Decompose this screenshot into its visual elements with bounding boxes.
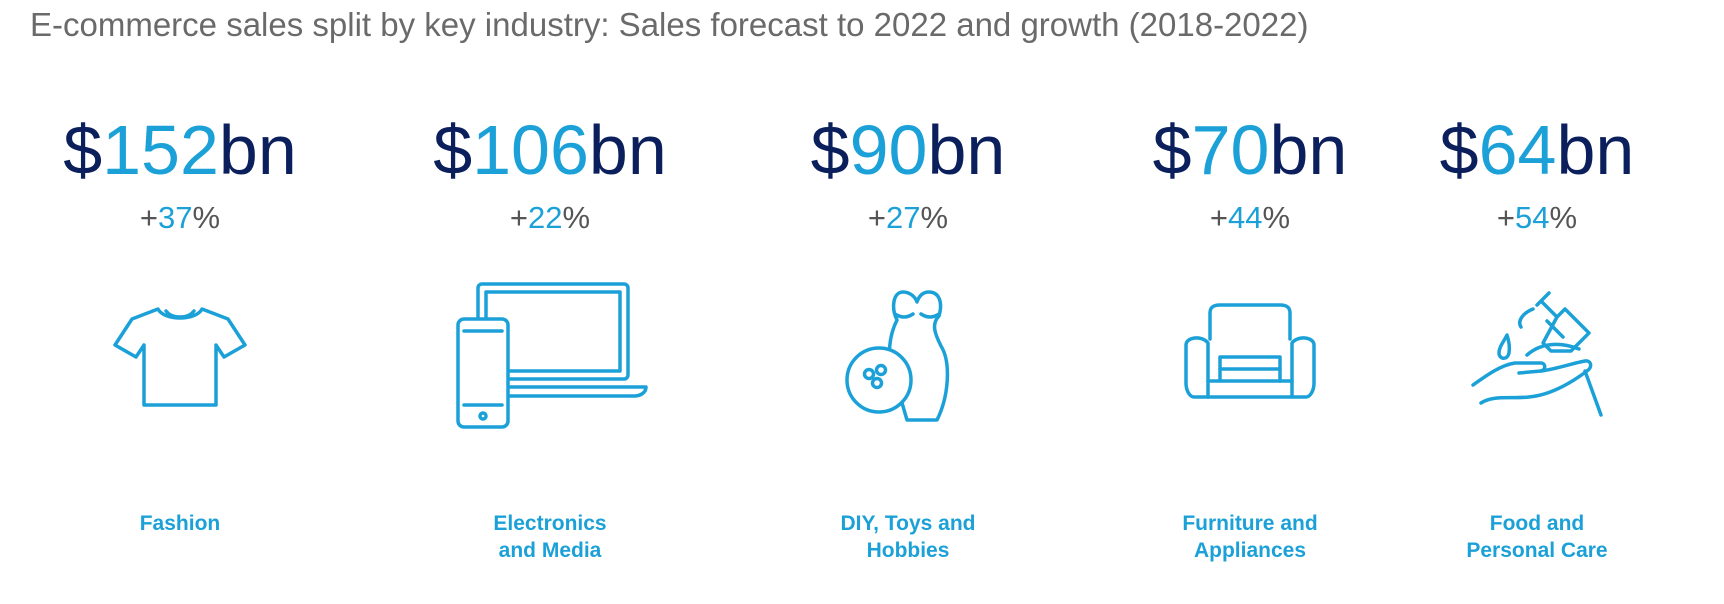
growth-prefix: + [1209,200,1229,235]
sales-amount: $64bn [1440,110,1635,190]
sales-unit: bn [927,111,1006,189]
t-shirt-icon [80,276,280,436]
growth-unit: % [1262,200,1291,235]
sales-prefix: $ [63,111,103,189]
sales-unit: bn [218,111,297,189]
growth-unit: % [192,200,221,235]
sales-value: 64 [1478,111,1557,189]
sales-value: 152 [102,111,219,189]
sales-unit: bn [1269,111,1348,189]
growth-unit: % [920,200,949,235]
category-label-diy-toys: DIY, Toys and Hobbies [840,512,976,562]
sales-value: 106 [472,111,589,189]
armchair-icon [1150,276,1350,436]
sales-prefix: $ [433,111,473,189]
industry-column-electronics: $106bn +22% [370,110,730,436]
growth-prefix: + [139,200,159,235]
growth-prefix: + [509,200,529,235]
sales-amount: $106bn [433,110,667,190]
sales-value: 90 [849,111,928,189]
chart-title: E-commerce sales split by key industry: … [30,6,1309,43]
sales-unit: bn [1556,111,1635,189]
growth-value: 27 [886,200,921,235]
category-label-food-care: Food and Personal Care [1466,512,1608,562]
growth-rate: +22% [510,200,590,236]
sales-amount: $90bn [811,110,1006,190]
growth-rate: +37% [140,200,220,236]
growth-value: 37 [158,200,193,235]
growth-unit: % [562,200,591,235]
sales-value: 70 [1191,111,1270,189]
industry-column-furniture: $70bn +44% [1070,110,1430,436]
growth-prefix: + [1496,200,1516,235]
category-label-furniture: Furniture and Appliances [1182,512,1318,562]
laptop-phone-icon [450,276,650,436]
growth-rate: +27% [868,200,948,236]
bowling-icon [808,276,1008,436]
growth-value: 54 [1515,200,1550,235]
sales-prefix: $ [1439,111,1479,189]
sales-amount: $70bn [1153,110,1348,190]
category-label-electronics: Electronics and Media [493,512,607,562]
sales-unit: bn [588,111,667,189]
growth-prefix: + [867,200,887,235]
growth-unit: % [1549,200,1578,235]
sales-prefix: $ [810,111,850,189]
category-label-fashion: Fashion [139,512,221,535]
growth-value: 44 [1228,200,1263,235]
growth-rate: +54% [1497,200,1577,236]
industry-column-diy-toys: $90bn +27% [728,110,1088,436]
industry-column-food-care: $64bn +54% [1357,110,1717,436]
sales-amount: $152bn [63,110,297,190]
hand-soap-icon [1437,276,1637,436]
sales-prefix: $ [1152,111,1192,189]
growth-value: 22 [528,200,563,235]
industry-column-fashion: $152bn +37% [0,110,360,436]
growth-rate: +44% [1210,200,1290,236]
